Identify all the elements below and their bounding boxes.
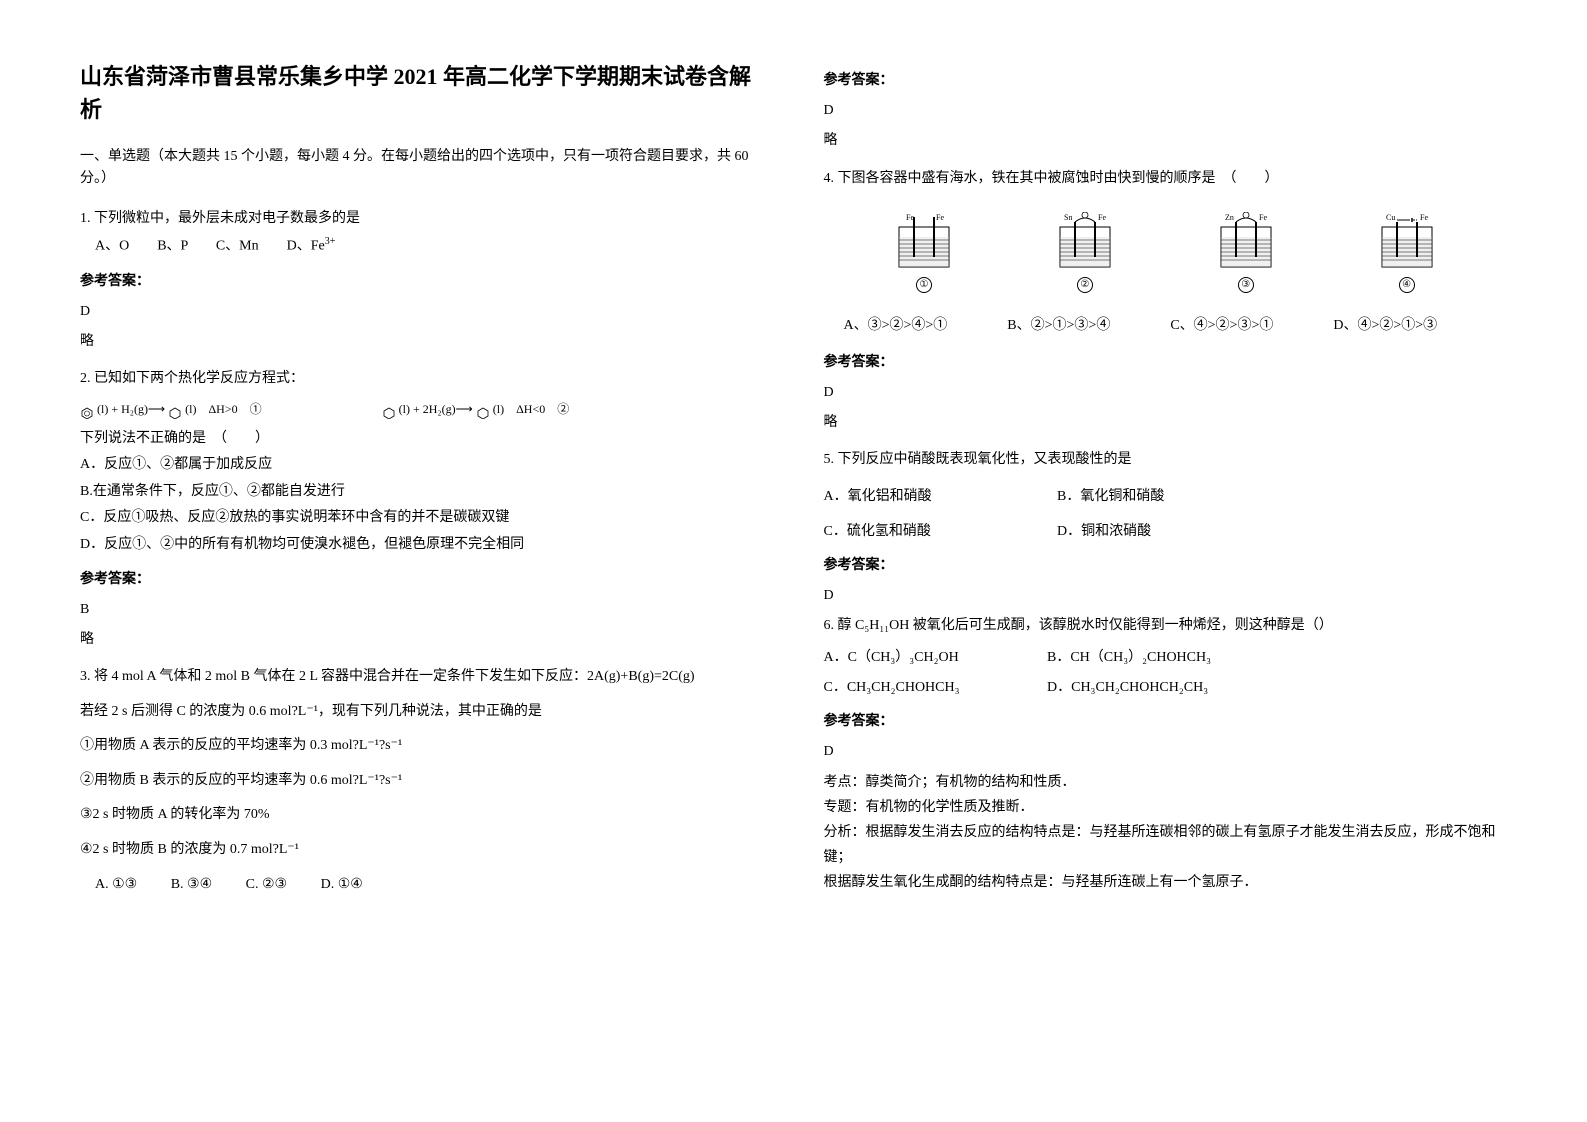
- q6-opt-a: A．C（CH₃）₃CH₂OH: [824, 645, 1044, 672]
- question-1: 1. 下列微粒中，最外层未成对电子数最多的是 A、O B、P C、Mn D、Fe…: [80, 206, 764, 261]
- benzene-icon: [168, 404, 182, 416]
- beaker-1: Fe Fe ①: [889, 212, 959, 293]
- q3-opt-c: C. ②③: [246, 877, 287, 892]
- q2-brief: 略: [80, 627, 764, 652]
- beaker-icon: Sn Fe: [1050, 212, 1120, 272]
- page-title: 山东省菏泽市曹县常乐集乡中学 2021 年高二化学下学期期末试卷含解析: [80, 60, 764, 126]
- q6-answer-label: 参考答案：: [824, 709, 1508, 734]
- q2-answer-label: 参考答案：: [80, 567, 764, 592]
- q2-subtext: 下列说法不正确的是 （ ）: [80, 426, 764, 453]
- q6-text: 6. 醇 C₅H₁₁OH 被氧化后可生成酮，该醇脱水时仅能得到一种烯烃，则这种醇…: [824, 613, 1508, 640]
- q2-answer: B: [80, 597, 764, 622]
- q6-analysis1: 考点：醇类简介；有机物的结构和性质．: [824, 770, 1508, 795]
- q3-answer-label: 参考答案：: [824, 68, 1508, 93]
- q5-text: 5. 下列反应中硝酸既表现氧化性，又表现酸性的是: [824, 447, 1508, 474]
- q1-answer-label: 参考答案：: [80, 269, 764, 294]
- q3-answer: D: [824, 98, 1508, 123]
- num-4: ④: [1399, 277, 1415, 293]
- q3-options: A. ①③ B. ③④ C. ②③ D. ①④: [80, 872, 764, 899]
- beaker-icon: Fe Fe: [889, 212, 959, 272]
- beaker-icon: Cu Fe: [1372, 212, 1442, 272]
- q3-opt-a: A. ①③: [95, 877, 137, 892]
- question-5: 5. 下列反应中硝酸既表现氧化性，又表现酸性的是 A．氧化铝和硝酸 B．氧化铜和…: [824, 447, 1508, 545]
- q5-opt-a: A．氧化铝和硝酸: [824, 484, 1024, 511]
- svg-text:Zn: Zn: [1225, 213, 1234, 222]
- q6-answer: D: [824, 739, 1508, 764]
- q4-opt-c: C、④>②>③>①: [1170, 313, 1273, 340]
- q1-answer: D: [80, 299, 764, 324]
- q4-answer-label: 参考答案：: [824, 350, 1508, 375]
- q3-text: 3. 将 4 mol A 气体和 2 mol B 气体在 2 L 容器中混合并在…: [80, 664, 764, 691]
- q5-options-row1: A．氧化铝和硝酸 B．氧化铜和硝酸: [824, 484, 1508, 511]
- benzene-icon: [476, 404, 490, 416]
- q5-options-row2: C．硫化氢和硝酸 D．铜和浓硝酸: [824, 519, 1508, 546]
- right-column: 参考答案： D 略 4. 下图各容器中盛有海水，铁在其中被腐蚀时由快到慢的顺序是…: [824, 60, 1508, 906]
- q6-opt-c: C．CH₃CH₂CHOHCH₃: [824, 675, 1044, 702]
- svg-text:Sn: Sn: [1064, 213, 1072, 222]
- q3-opt-b: B. ③④: [171, 877, 212, 892]
- q3-brief: 略: [824, 128, 1508, 153]
- q3-item1: ①用物质 A 表示的反应的平均速率为 0.3 mol?L⁻¹?s⁻¹: [80, 733, 764, 760]
- svg-text:Fe: Fe: [1420, 213, 1428, 222]
- q2-opt-b: B.在通常条件下，反应①、②都能自发进行: [80, 479, 764, 506]
- num-3: ③: [1238, 277, 1254, 293]
- question-3: 3. 将 4 mol A 气体和 2 mol B 气体在 2 L 容器中混合并在…: [80, 664, 764, 898]
- q4-diagrams: Fe Fe ①: [824, 212, 1508, 293]
- q1-brief: 略: [80, 329, 764, 354]
- q2-opt-d: D．反应①、②中的所有有机物均可使溴水褪色，但褪色原理不完全相同: [80, 532, 764, 559]
- num-2: ②: [1077, 277, 1093, 293]
- q5-opt-d: D．铜和浓硝酸: [1057, 524, 1151, 539]
- q3-item4: ④2 s 时物质 B 的浓度为 0.7 mol?L⁻¹: [80, 837, 764, 864]
- eq1: (l) + H₂(g)⟶ (l) ΔH>0 ①: [80, 398, 262, 421]
- q5-opt-b: B．氧化铜和硝酸: [1057, 489, 1164, 504]
- svg-text:Fe: Fe: [936, 213, 944, 222]
- left-column: 山东省菏泽市曹县常乐集乡中学 2021 年高二化学下学期期末试卷含解析 一、单选…: [80, 60, 764, 906]
- section-header: 一、单选题（本大题共 15 个小题，每小题 4 分。在每小题给出的四个选项中，只…: [80, 146, 764, 191]
- q5-answer-label: 参考答案：: [824, 553, 1508, 578]
- q3-item3: ③2 s 时物质 A 的转化率为 70%: [80, 802, 764, 829]
- q4-opt-b: B、②>①>③>④: [1007, 313, 1110, 340]
- q6-options: A．C（CH₃）₃CH₂OH B．CH（CH₃）₂CHOHCH₃ C．CH₃CH…: [824, 645, 1508, 701]
- q2-opt-a: A．反应①、②都属于加成反应: [80, 452, 764, 479]
- q6-opt-b: B．CH（CH₃）₂CHOHCH₃: [1047, 650, 1211, 665]
- beaker-4: Cu Fe ④: [1372, 212, 1442, 293]
- question-2: 2. 已知如下两个热化学反应方程式： (l) + H₂(g)⟶ (l) ΔH>0…: [80, 366, 764, 558]
- q6-analysis2: 专题：有机物的化学性质及推断．: [824, 795, 1508, 820]
- q6-analysis3: 分析：根据醇发生消去反应的结构特点是：与羟基所连碳相邻的碳上有氢原子才能发生消去…: [824, 820, 1508, 870]
- q4-opt-a: A、③>②>④>①: [844, 313, 948, 340]
- q4-options: A、③>②>④>① B、②>①>③>④ C、④>②>③>① D、④>②>①>③: [824, 313, 1508, 340]
- beaker-2: Sn Fe ②: [1050, 212, 1120, 293]
- q5-opt-c: C．硫化氢和硝酸: [824, 519, 1024, 546]
- q4-answer: D: [824, 380, 1508, 405]
- q6-analysis4: 根据醇发生氧化生成酮的结构特点是：与羟基所连碳上有一个氢原子．: [824, 870, 1508, 895]
- eq2: (l) + 2H₂(g)⟶ (l) ΔH<0 ②: [382, 398, 570, 421]
- svg-text:Fe: Fe: [906, 213, 914, 222]
- q4-brief: 略: [824, 410, 1508, 435]
- q4-opt-d: D、④>②>①>③: [1333, 313, 1437, 340]
- q1-options: A、O B、P C、Mn D、Fe3+: [80, 232, 764, 260]
- svg-text:Cu: Cu: [1386, 213, 1395, 222]
- num-1: ①: [916, 277, 932, 293]
- q4-text: 4. 下图各容器中盛有海水，铁在其中被腐蚀时由快到慢的顺序是 （ ）: [824, 166, 1508, 193]
- q6-opt-d: D．CH₃CH₂CHOHCH₂CH₃: [1047, 680, 1208, 695]
- q3-sub1: 若经 2 s 后测得 C 的浓度为 0.6 mol?L⁻¹，现有下列几种说法，其…: [80, 699, 764, 726]
- question-6: 6. 醇 C₅H₁₁OH 被氧化后可生成酮，该醇脱水时仅能得到一种烯烃，则这种醇…: [824, 613, 1508, 701]
- q1-text: 1. 下列微粒中，最外层未成对电子数最多的是: [80, 206, 764, 233]
- q3-item2: ②用物质 B 表示的反应的平均速率为 0.6 mol?L⁻¹?s⁻¹: [80, 768, 764, 795]
- q2-text: 2. 已知如下两个热化学反应方程式：: [80, 366, 764, 393]
- q2-opt-c: C．反应①吸热、反应②放热的事实说明苯环中含有的并不是碳碳双键: [80, 505, 764, 532]
- benzene-icon: [382, 404, 396, 416]
- q3-opt-d: D. ①④: [321, 877, 363, 892]
- benzene-icon: [80, 404, 94, 416]
- beaker-icon: Zn Fe: [1211, 212, 1281, 272]
- q5-answer: D: [824, 583, 1508, 608]
- svg-text:Fe: Fe: [1098, 213, 1106, 222]
- q2-equations: (l) + H₂(g)⟶ (l) ΔH>0 ① (l) + 2H₂(g)⟶ (l…: [80, 398, 764, 421]
- question-4: 4. 下图各容器中盛有海水，铁在其中被腐蚀时由快到慢的顺序是 （ ）: [824, 166, 1508, 340]
- svg-text:Fe: Fe: [1259, 213, 1267, 222]
- beaker-3: Zn Fe ③: [1211, 212, 1281, 293]
